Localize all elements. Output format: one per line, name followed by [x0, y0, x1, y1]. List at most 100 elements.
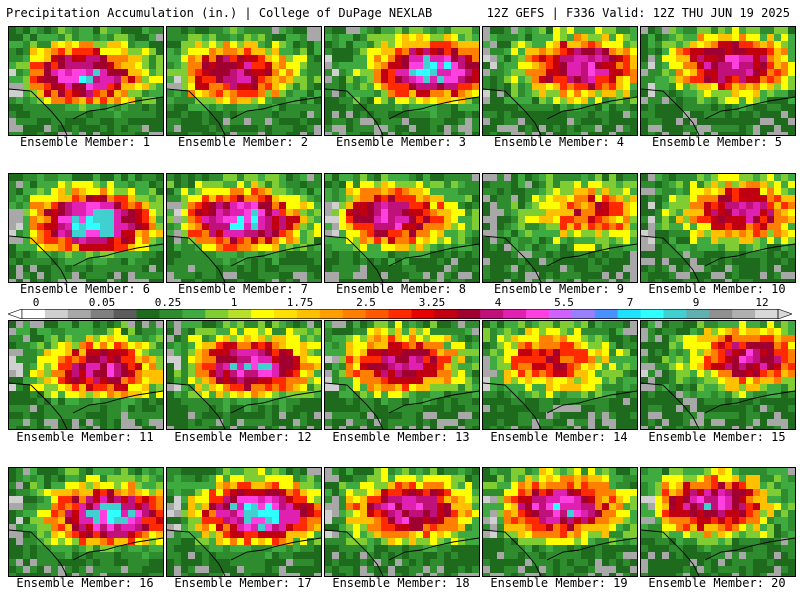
- precip-field: [483, 321, 637, 429]
- legend-tick-label: 9: [692, 296, 700, 309]
- ensemble-member-map: [324, 26, 480, 136]
- member-caption: Ensemble Member: 16: [16, 576, 154, 590]
- precip-field: [483, 27, 637, 135]
- precip-field: [167, 468, 321, 576]
- legend-tick-label: 4: [494, 296, 502, 309]
- ensemble-member-map: [324, 173, 480, 283]
- member-caption: Ensemble Member: 5: [651, 135, 783, 149]
- border-line: [9, 529, 68, 576]
- ensemble-member-map: [482, 320, 638, 430]
- border-line: [9, 382, 68, 429]
- precip-field: [325, 468, 479, 576]
- coastline: [72, 243, 163, 267]
- member-caption: Ensemble Member: 6: [19, 282, 151, 296]
- ensemble-member-map: [166, 320, 322, 430]
- coastline: [72, 537, 163, 561]
- coastline: [230, 96, 321, 120]
- coastline: [230, 390, 321, 414]
- border-line: [325, 382, 384, 429]
- member-caption: Ensemble Member: 13: [332, 430, 470, 444]
- legend-swatch: [480, 309, 504, 319]
- model-run-info: 12Z GEFS | F336 Valid: 12Z THU JUN 19 20…: [486, 6, 790, 20]
- border-line: [641, 529, 700, 576]
- legend-tick-label: 1: [230, 296, 238, 309]
- coastline: [704, 96, 795, 120]
- ensemble-member-map: [8, 173, 164, 283]
- border-line: [641, 88, 700, 135]
- precip-field: [483, 468, 637, 576]
- coastline: [546, 96, 637, 120]
- coastline: [72, 390, 163, 414]
- legend-tick-label: 5.5: [554, 296, 574, 309]
- border-line: [641, 235, 700, 282]
- precip-field: [167, 321, 321, 429]
- ensemble-member-map: [166, 173, 322, 283]
- ensemble-member-map: [640, 26, 796, 136]
- chart-title: Precipitation Accumulation (in.) | Colle…: [6, 6, 433, 20]
- coastline: [388, 243, 479, 267]
- legend-tick-label: 7: [626, 296, 634, 309]
- border-line: [483, 88, 542, 135]
- member-caption: Ensemble Member: 14: [490, 430, 628, 444]
- precip-field: [641, 468, 795, 576]
- coastline: [388, 96, 479, 120]
- legend-swatch: [686, 309, 710, 319]
- precip-field: [167, 174, 321, 282]
- member-caption: Ensemble Member: 17: [174, 576, 312, 590]
- ensemble-member-map: [324, 320, 480, 430]
- coastline: [704, 537, 795, 561]
- legend-swatch: [182, 309, 206, 319]
- legend-swatch: [434, 309, 458, 319]
- member-caption: Ensemble Member: 18: [332, 576, 470, 590]
- border-line: [167, 382, 226, 429]
- border-line: [325, 88, 384, 135]
- legend-swatch: [228, 309, 252, 319]
- border-line: [483, 382, 542, 429]
- border-line: [325, 235, 384, 282]
- ensemble-member-map: [8, 320, 164, 430]
- precip-field: [9, 468, 163, 576]
- ensemble-member-map: [482, 26, 638, 136]
- member-caption: Ensemble Member: 12: [174, 430, 312, 444]
- border-line: [9, 235, 68, 282]
- precip-field: [325, 321, 479, 429]
- legend-swatch: [274, 309, 298, 319]
- precip-field: [167, 27, 321, 135]
- border-line: [167, 235, 226, 282]
- coastline: [704, 243, 795, 267]
- legend-swatch: [732, 309, 756, 319]
- legend-min-arrow: [8, 309, 23, 319]
- legend-tick-label: 0: [32, 296, 40, 309]
- legend-swatch: [296, 309, 321, 319]
- member-caption: Ensemble Member: 11: [16, 430, 154, 444]
- member-caption: Ensemble Member: 20: [648, 576, 786, 590]
- member-caption: Ensemble Member: 19: [490, 576, 628, 590]
- precip-field: [641, 174, 795, 282]
- member-caption: Ensemble Member: 7: [177, 282, 309, 296]
- legend-swatch: [503, 309, 527, 319]
- coastline: [388, 537, 479, 561]
- legend-swatch: [22, 309, 46, 319]
- coastline: [546, 537, 637, 561]
- legend-swatch: [526, 309, 550, 319]
- member-caption: Ensemble Member: 2: [177, 135, 309, 149]
- ensemble-member-map: [8, 26, 164, 136]
- coastline: [704, 390, 795, 414]
- legend-swatch: [342, 309, 367, 319]
- legend-tick-label: 12: [755, 296, 769, 309]
- legend-swatch: [617, 309, 642, 319]
- precip-field: [9, 321, 163, 429]
- legend-swatch: [205, 309, 229, 319]
- legend-swatch: [319, 309, 344, 319]
- precip-field: [325, 27, 479, 135]
- coastline: [230, 537, 321, 561]
- coastline: [72, 96, 163, 120]
- legend-swatch: [136, 309, 160, 319]
- member-caption: Ensemble Member: 3: [335, 135, 467, 149]
- legend-tick-label: 0.05: [88, 296, 116, 309]
- legend-swatch: [411, 309, 435, 319]
- member-caption: Ensemble Member: 1: [19, 135, 151, 149]
- ensemble-member-map: [166, 26, 322, 136]
- precip-field: [641, 321, 795, 429]
- legend-swatch: [457, 309, 481, 319]
